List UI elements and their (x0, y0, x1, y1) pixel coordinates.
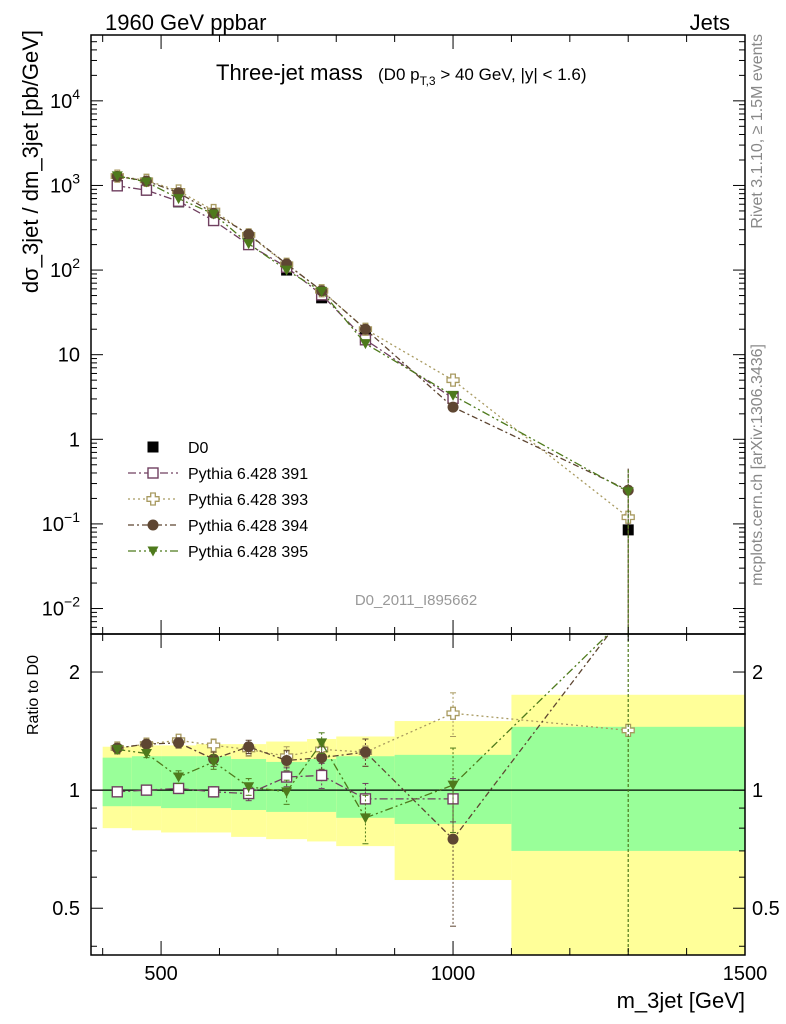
x-tick-label: 1500 (723, 963, 768, 985)
ratio-point (315, 769, 328, 782)
series-line (117, 185, 454, 399)
ratio-point (447, 780, 459, 791)
legend-label: Pythia 6.428 391 (188, 466, 308, 483)
series-line (117, 175, 629, 493)
legend-label: D0 (188, 440, 209, 457)
ratio-panel: 0.5 0.5 1 1 2 2 (52, 633, 780, 956)
point (111, 171, 123, 182)
series-p394 (111, 170, 634, 634)
ratio-point (111, 744, 123, 755)
watermark: D0_2011_I895662 (355, 592, 477, 609)
ratio-point (172, 782, 185, 795)
point (173, 194, 185, 205)
band-inner (131, 756, 162, 807)
ratio-point (359, 813, 371, 824)
ratio-y-tick-label-right: 1 (752, 780, 763, 802)
ratio-line (117, 634, 610, 841)
point (447, 390, 459, 401)
legend-label: Pythia 6.428 394 (188, 518, 308, 535)
ratio-y-tick-label-left: 0.5 (52, 898, 80, 920)
point (208, 209, 220, 220)
main-title-cut: (D0 pT,3 > 40 GeV, |y| < 1.6) (378, 65, 587, 88)
legend: D0 Pythia 6.428 391 Pythia 6.428 393 Pythia… (128, 440, 308, 561)
main-title: Three-jet mass (216, 60, 363, 85)
legend-marker (147, 467, 159, 479)
ratio-point (173, 772, 185, 783)
y-tick-label: 10−1 (42, 509, 80, 536)
ratio-ylabel: Ratio to D0 (25, 655, 42, 735)
legend-marker (146, 492, 160, 506)
x-axis-label: m_3jet [GeV] (617, 988, 745, 1013)
ratio-point (206, 738, 221, 753)
ratio-series-p394 (111, 634, 610, 927)
y-tick-label: 104 (50, 86, 80, 113)
main-ylabel: dσ_3jet / dm_3jet [pb/GeV] (18, 30, 43, 293)
band-inner (102, 757, 132, 807)
point (359, 339, 371, 350)
legend-marker (147, 546, 159, 557)
ratio-y-tick-label-left: 2 (69, 662, 80, 684)
series-p395 (111, 171, 634, 634)
ratio-point (359, 746, 371, 758)
ratio-y-tick-label-right: 2 (752, 662, 763, 684)
y-tick-label: 10−2 (42, 594, 80, 621)
ratio-point (207, 786, 220, 798)
main-plot-area (110, 169, 635, 634)
ratio-line (117, 712, 629, 757)
legend-marker (147, 519, 159, 531)
series-p393 (110, 169, 635, 634)
point (316, 286, 328, 297)
series-data (111, 179, 634, 539)
legend-label: Pythia 6.428 393 (188, 492, 308, 509)
point (447, 401, 459, 413)
header-right: Jets (690, 10, 730, 35)
series-p391 (111, 180, 459, 405)
ratio-point (140, 748, 152, 759)
point (140, 177, 152, 188)
ratio-point (208, 757, 220, 768)
y-tick-label: 10 (58, 345, 80, 367)
cut-part-2: T,3 (420, 74, 436, 88)
ratio-y-tick-label-right: 0.5 (752, 898, 780, 920)
ratio-point (140, 738, 152, 750)
point (359, 323, 371, 335)
legend-marker (147, 441, 159, 453)
ratio-point (140, 784, 153, 796)
ratio-point (316, 738, 328, 749)
ratio-point (316, 752, 328, 764)
ratio-series-p395 (111, 634, 610, 845)
point (281, 265, 293, 276)
x-tick-label: 500 (144, 963, 177, 985)
legend-label: Pythia 6.428 395 (188, 544, 308, 561)
y-tick-label: 102 (50, 255, 80, 282)
header-left: 1960 GeV ppbar (105, 10, 266, 35)
ratio-point (446, 706, 460, 720)
ratio-point (281, 787, 293, 798)
ratio-point (447, 833, 459, 845)
ratio-point (173, 737, 185, 749)
x-tick-label: 1000 (431, 963, 476, 985)
mcplots-label: mcplots.cern.ch [arXiv:1306.3436] (749, 344, 766, 586)
ratio-point (243, 741, 255, 753)
point (446, 373, 460, 387)
ratio-point (281, 754, 293, 766)
point (243, 239, 255, 250)
ratio-plot-area (110, 634, 635, 955)
ratio-point (243, 782, 255, 793)
main-panel: 10−2 10−1 1 10 102 103 104 Three-jet mass (D0 … (42, 34, 746, 635)
point (243, 228, 255, 240)
ratio-frame (90, 633, 746, 956)
cut-part-1: (D0 p (378, 65, 420, 84)
ratio-line (117, 634, 610, 819)
ratio-point (111, 786, 123, 798)
ratio-y-tick-label-left: 1 (69, 780, 80, 802)
y-tick-label: 1 (69, 429, 80, 451)
y-tick-label: 103 (50, 170, 80, 197)
point (622, 487, 634, 498)
cut-part-3: > 40 GeV, |y| < 1.6) (436, 65, 587, 84)
series-line (117, 175, 629, 491)
rivet-label: Rivet 3.1.10, ≥ 1.5M events (749, 34, 766, 229)
